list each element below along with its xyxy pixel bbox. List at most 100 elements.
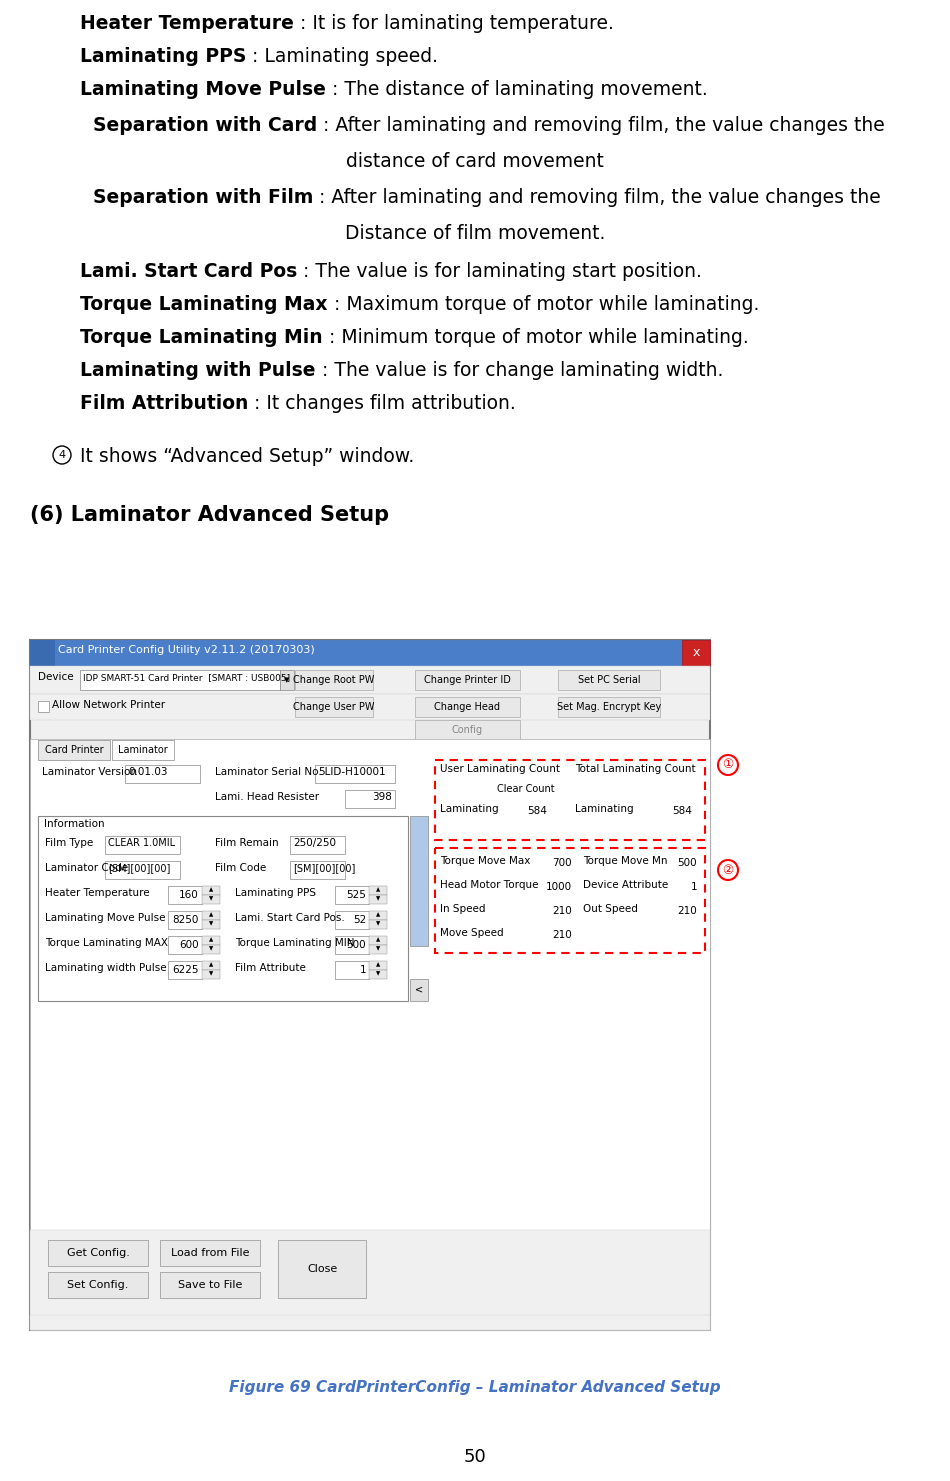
Text: User Laminating Count: User Laminating Count xyxy=(440,764,560,775)
Bar xyxy=(369,961,387,970)
Bar xyxy=(369,895,387,903)
Bar xyxy=(345,789,395,809)
Text: : The distance of laminating movement.: : The distance of laminating movement. xyxy=(326,80,708,99)
Bar xyxy=(168,936,202,954)
Text: 700: 700 xyxy=(552,857,572,868)
Text: : The value is for laminating start position.: : The value is for laminating start posi… xyxy=(297,262,702,281)
Bar xyxy=(30,739,710,1330)
Text: : Maximum torque of motor while laminating.: : Maximum torque of motor while laminati… xyxy=(328,295,759,314)
Text: : The value is for change laminating width.: : The value is for change laminating wid… xyxy=(315,361,723,381)
Text: x: x xyxy=(693,647,700,659)
Text: Set PC Serial: Set PC Serial xyxy=(578,675,640,686)
Bar xyxy=(202,886,220,895)
Text: Separation with Film: Separation with Film xyxy=(93,188,314,207)
Text: Set Mag. Encrypt Key: Set Mag. Encrypt Key xyxy=(557,702,661,712)
Text: 8250: 8250 xyxy=(173,915,199,926)
Bar xyxy=(530,926,575,943)
Text: : After laminating and removing film, the value changes the: : After laminating and removing film, th… xyxy=(314,188,882,207)
Bar xyxy=(369,920,387,929)
Text: ▲: ▲ xyxy=(209,887,213,893)
Text: Film Attribution: Film Attribution xyxy=(80,394,248,413)
Bar xyxy=(415,698,520,717)
Text: Torque Laminating MAX: Torque Laminating MAX xyxy=(45,937,168,948)
Text: Clear Count: Clear Count xyxy=(497,783,555,794)
Bar xyxy=(80,669,280,690)
Bar xyxy=(410,979,428,1001)
Bar xyxy=(202,936,220,945)
Text: Get Config.: Get Config. xyxy=(66,1248,129,1257)
Text: In Speed: In Speed xyxy=(440,903,485,914)
Bar xyxy=(369,970,387,979)
Bar xyxy=(295,698,373,717)
Bar xyxy=(30,1231,710,1330)
Text: Config: Config xyxy=(451,726,483,735)
Text: : It changes film attribution.: : It changes film attribution. xyxy=(248,394,516,413)
Text: ▼: ▼ xyxy=(209,896,213,902)
Text: Information: Information xyxy=(44,819,104,829)
Text: (6) Laminator Advanced Setup: (6) Laminator Advanced Setup xyxy=(30,505,390,524)
Bar xyxy=(168,911,202,929)
Text: ▼: ▼ xyxy=(376,972,380,976)
Text: Film Attribute: Film Attribute xyxy=(235,963,306,973)
Bar xyxy=(202,895,220,903)
Text: 584: 584 xyxy=(673,806,692,816)
Bar xyxy=(558,669,660,690)
Bar xyxy=(280,669,294,690)
Text: Laminating PPS: Laminating PPS xyxy=(80,47,246,67)
Bar xyxy=(558,698,660,717)
Bar xyxy=(38,740,110,760)
Text: distance of card movement: distance of card movement xyxy=(346,153,604,170)
Bar xyxy=(278,1240,366,1297)
Bar xyxy=(168,886,202,903)
Text: [SM][00][00]: [SM][00][00] xyxy=(108,863,170,872)
Text: Move Speed: Move Speed xyxy=(440,929,504,937)
Bar xyxy=(202,970,220,979)
Text: Laminator: Laminator xyxy=(118,745,168,755)
Text: 6225: 6225 xyxy=(173,966,199,974)
Text: Film Remain: Film Remain xyxy=(215,838,278,849)
Text: IDP SMART-51 Card Printer  [SMART : USB005]: IDP SMART-51 Card Printer [SMART : USB00… xyxy=(83,672,290,681)
Text: : After laminating and removing film, the value changes the: : After laminating and removing film, th… xyxy=(317,116,885,135)
Text: Head Motor Torque: Head Motor Torque xyxy=(440,880,539,890)
Bar xyxy=(410,816,428,945)
Bar xyxy=(112,740,174,760)
Text: ▲: ▲ xyxy=(209,963,213,967)
Bar xyxy=(660,902,700,920)
Bar xyxy=(105,835,180,855)
Text: ▼: ▼ xyxy=(376,921,380,927)
Text: Laminating PPS: Laminating PPS xyxy=(235,889,316,897)
Bar xyxy=(38,701,49,712)
Bar xyxy=(335,936,369,954)
Text: Lami. Start Card Pos.: Lami. Start Card Pos. xyxy=(235,912,345,923)
Text: Card Printer: Card Printer xyxy=(45,745,104,755)
Text: Torque Move Mn: Torque Move Mn xyxy=(583,856,668,866)
Text: 4: 4 xyxy=(59,450,66,461)
Text: Set Config.: Set Config. xyxy=(67,1280,128,1290)
Text: ▲: ▲ xyxy=(376,937,380,942)
Text: Laminating: Laminating xyxy=(440,804,499,815)
Bar xyxy=(530,902,575,920)
Text: Out Speed: Out Speed xyxy=(583,903,637,914)
Text: Lami. Start Card Pos: Lami. Start Card Pos xyxy=(80,262,297,281)
Text: 398: 398 xyxy=(372,792,392,803)
Text: Close: Close xyxy=(307,1263,337,1274)
Bar xyxy=(202,945,220,954)
Text: ②: ② xyxy=(722,863,733,877)
Text: Laminating: Laminating xyxy=(575,804,634,815)
Bar xyxy=(290,835,345,855)
Text: Device Attribute: Device Attribute xyxy=(583,880,668,890)
Text: : Laminating speed.: : Laminating speed. xyxy=(246,47,438,67)
Bar xyxy=(369,886,387,895)
Text: 500: 500 xyxy=(677,857,697,868)
Text: 210: 210 xyxy=(552,906,572,917)
Text: 52: 52 xyxy=(352,915,366,926)
Text: 160: 160 xyxy=(180,890,199,900)
Bar xyxy=(635,803,695,820)
Bar xyxy=(369,945,387,954)
Bar xyxy=(315,766,395,783)
FancyBboxPatch shape xyxy=(435,849,705,952)
Text: Separation with Card: Separation with Card xyxy=(93,116,317,135)
Text: Distance of film movement.: Distance of film movement. xyxy=(345,224,605,243)
Bar xyxy=(30,640,55,666)
Text: Torque Laminating Min: Torque Laminating Min xyxy=(80,327,323,347)
